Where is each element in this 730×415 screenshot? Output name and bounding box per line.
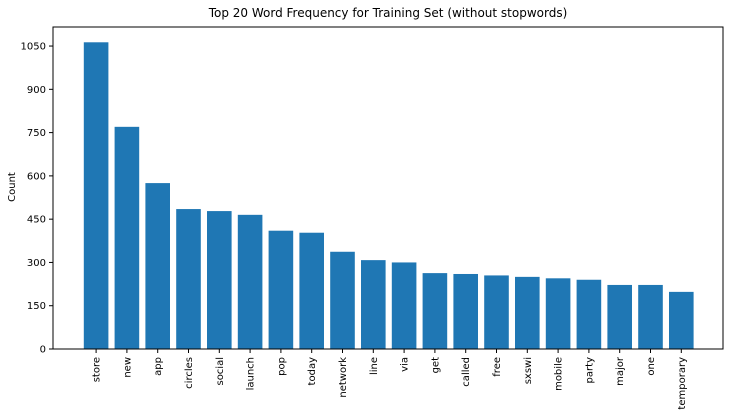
x-tick-label-new: new xyxy=(122,357,133,378)
x-tick-label-app: app xyxy=(153,357,164,376)
bar-app xyxy=(145,183,170,349)
y-tick-label: 0 xyxy=(40,345,46,356)
chart-title: Top 20 Word Frequency for Training Set (… xyxy=(208,6,568,20)
bar-via xyxy=(391,262,417,349)
x-tick-label-line: line xyxy=(369,357,380,375)
bar-party xyxy=(576,279,602,349)
x-tick-label-called: called xyxy=(461,357,472,387)
x-tick-label-get: get xyxy=(430,357,441,374)
plot-frame xyxy=(52,26,724,350)
x-tick-label-today: today xyxy=(307,357,318,386)
bar-mobile xyxy=(545,278,571,349)
bar-social xyxy=(207,211,232,349)
bar-major xyxy=(607,284,632,349)
x-tick-label-circles: circles xyxy=(184,357,195,389)
y-tick-label: 1050 xyxy=(21,42,46,53)
x-tick-label-major: major xyxy=(615,356,626,386)
bar-launch xyxy=(237,214,263,349)
x-tick-label-social: social xyxy=(215,357,226,386)
x-axis-tick-labels: store new app circles social launch pop today ne… xyxy=(92,349,688,410)
x-tick-label-party: party xyxy=(584,357,595,384)
bar-today xyxy=(299,232,324,349)
y-axis-ticks: 0 150 300 450 600 750 900 1050 xyxy=(21,42,53,356)
bar-new xyxy=(114,126,140,349)
x-tick-label-temporary: temporary xyxy=(677,357,688,410)
y-axis-label: Count xyxy=(7,172,18,202)
bar-sxswi xyxy=(515,276,540,349)
bar-get xyxy=(422,273,448,349)
x-tick-label-one: one xyxy=(646,357,657,376)
bar-called xyxy=(453,273,478,349)
x-tick-label-sxswi: sxswi xyxy=(523,357,534,384)
bar-network xyxy=(330,251,355,349)
y-tick-label: 150 xyxy=(27,301,46,312)
bar-temporary xyxy=(669,291,694,349)
x-tick-label-mobile: mobile xyxy=(554,357,565,391)
y-tick-label: 300 xyxy=(27,258,46,269)
y-tick-label: 450 xyxy=(27,215,46,226)
x-tick-label-pop: pop xyxy=(276,357,287,376)
bar-line xyxy=(361,260,386,349)
bar-free xyxy=(484,275,509,349)
x-tick-label-free: free xyxy=(492,357,503,377)
bar-circles xyxy=(176,209,201,349)
bars xyxy=(83,42,694,349)
x-tick-label-launch: launch xyxy=(246,357,257,390)
y-tick-label: 750 xyxy=(27,128,46,139)
x-tick-label-via: via xyxy=(400,357,411,372)
y-tick-label: 900 xyxy=(27,85,46,96)
x-tick-label-network: network xyxy=(338,357,349,398)
bar-store xyxy=(83,42,109,349)
bar-one xyxy=(638,284,663,349)
y-tick-label: 600 xyxy=(27,171,46,182)
x-tick-label-store: store xyxy=(92,357,103,382)
bar-pop xyxy=(268,230,294,349)
